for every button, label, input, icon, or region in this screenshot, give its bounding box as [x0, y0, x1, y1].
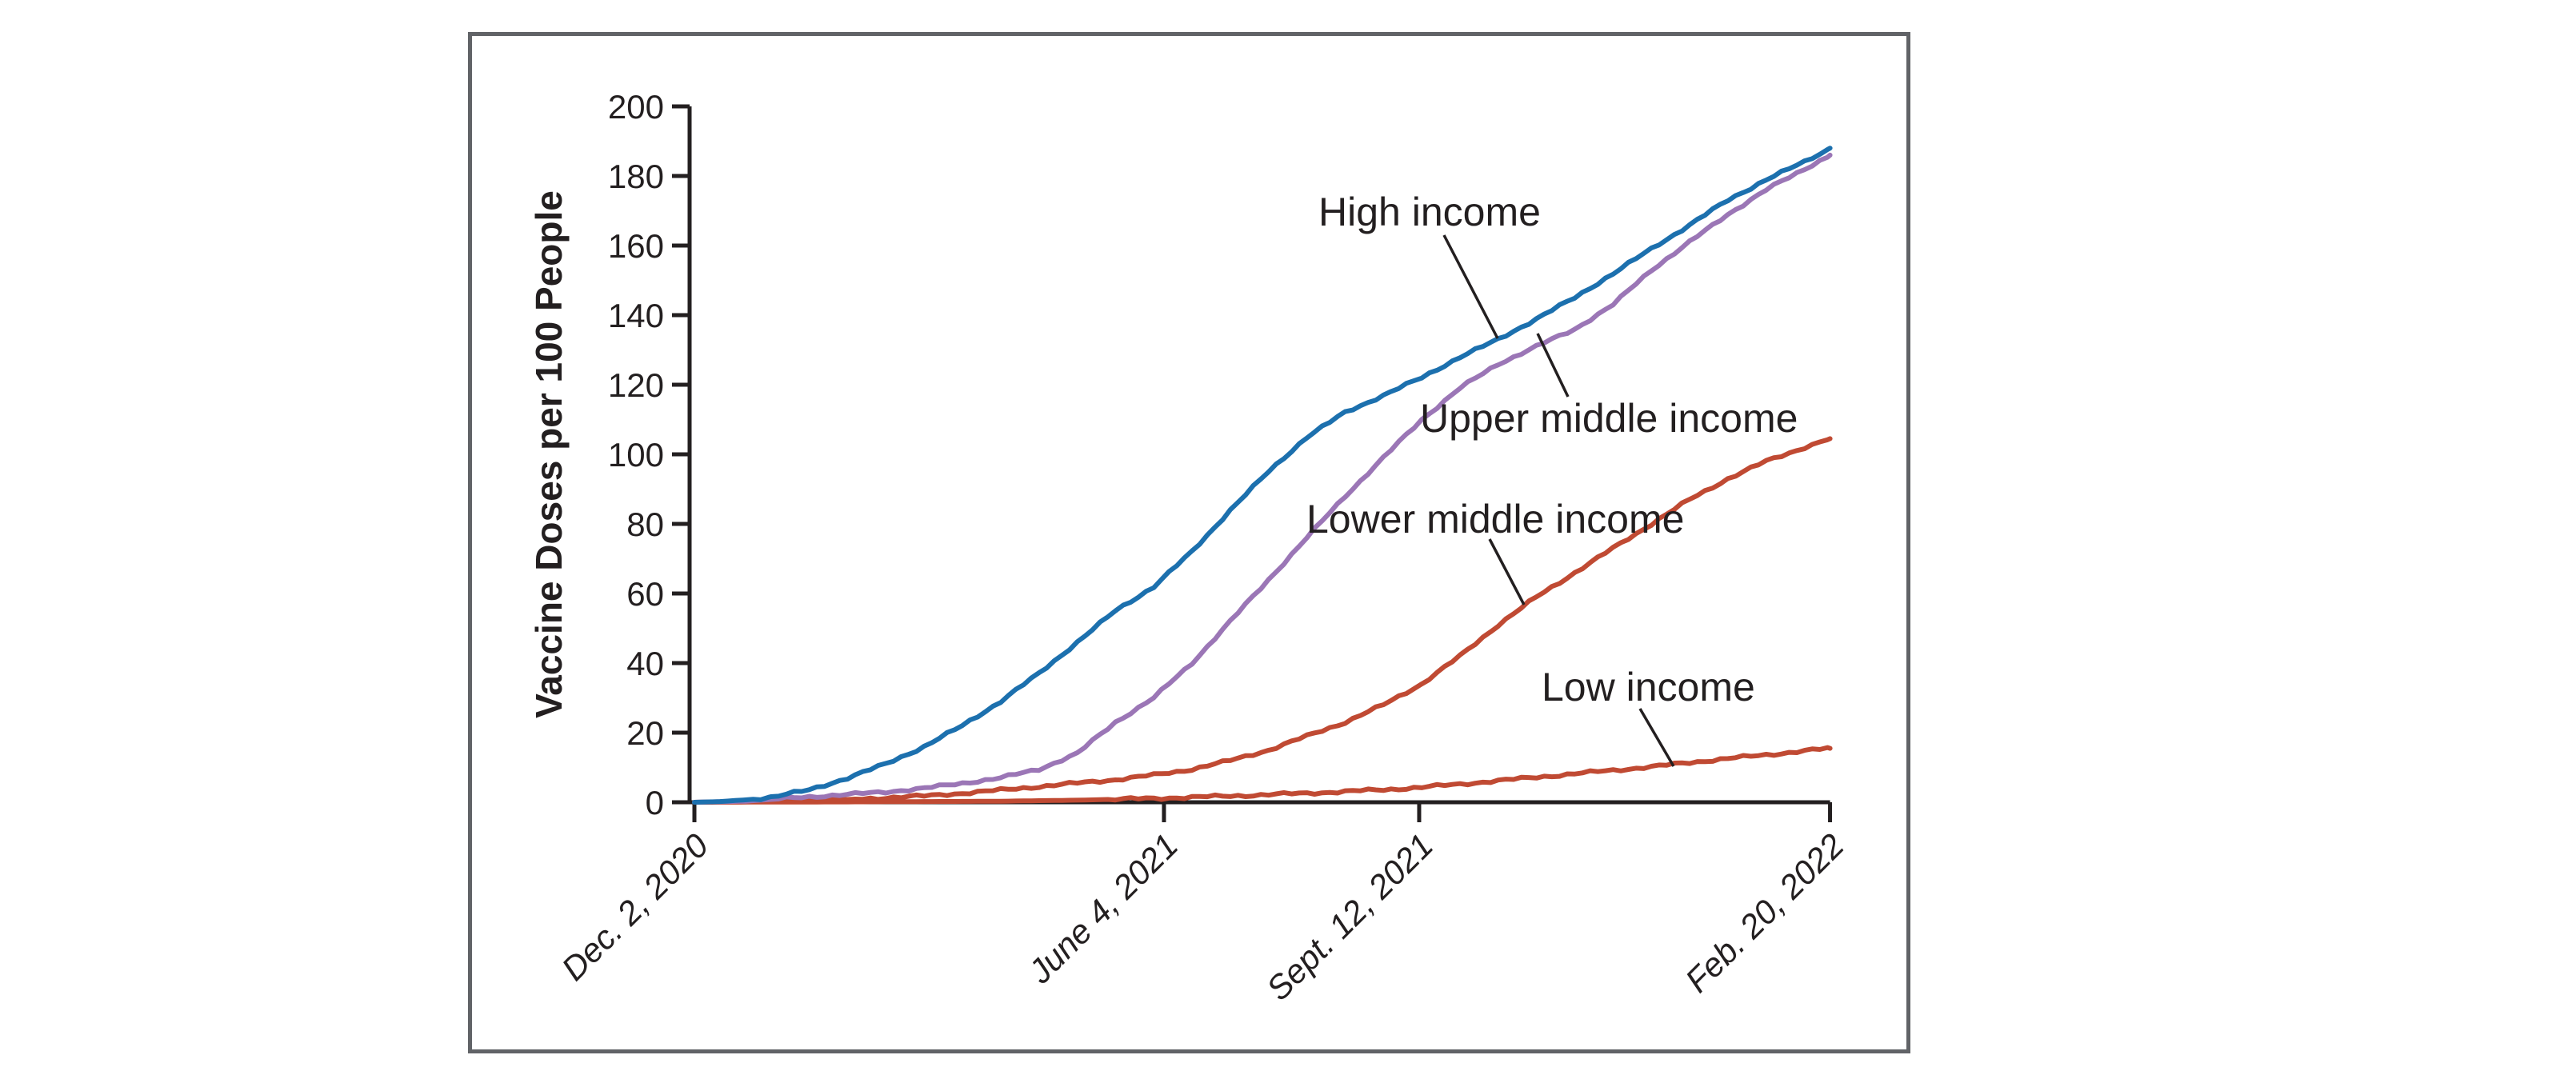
y-tick-label: 180: [608, 158, 664, 195]
annotation-leader-lower-middle-income: [1488, 538, 1526, 605]
figure-panel: [468, 32, 1910, 1053]
annotation-label-upper-middle-income: Upper middle income: [1420, 396, 1798, 441]
series-line-low-income: [692, 745, 1833, 805]
y-tick-label: 100: [608, 436, 664, 474]
y-tick-label: 0: [646, 784, 664, 821]
x-tick-label: June 4, 2021: [1021, 826, 1186, 991]
annotation-label-lower-middle-income: Lower middle income: [1306, 497, 1684, 542]
series-line-lower-middle-income: [692, 436, 1833, 805]
y-tick-label: 60: [626, 575, 664, 613]
annotation-label-low-income: Low income: [1542, 665, 1755, 709]
annotation-leader-high-income: [1442, 234, 1499, 339]
y-tick-label: 120: [608, 366, 664, 404]
series-line-high-income: [692, 146, 1833, 805]
y-axis-title: Vaccine Doses per 100 People: [528, 190, 570, 718]
annotation-leader-upper-middle-income: [1536, 333, 1570, 398]
y-tick-label: 160: [608, 227, 664, 265]
annotation-leader-low-income: [1638, 708, 1675, 767]
x-tick-label: Dec. 2, 2020: [554, 826, 716, 988]
y-tick-label: 80: [626, 506, 664, 543]
x-tick-label: Sept. 12, 2021: [1259, 826, 1440, 1007]
series-line-upper-middle-income: [692, 152, 1833, 805]
y-tick-label: 140: [608, 297, 664, 334]
x-tick-label: Feb. 20, 2022: [1678, 826, 1851, 1000]
y-tick-label: 200: [608, 88, 664, 126]
y-tick-label: 40: [626, 645, 664, 682]
y-tick-label: 20: [626, 714, 664, 752]
annotation-label-high-income: High income: [1318, 190, 1541, 234]
